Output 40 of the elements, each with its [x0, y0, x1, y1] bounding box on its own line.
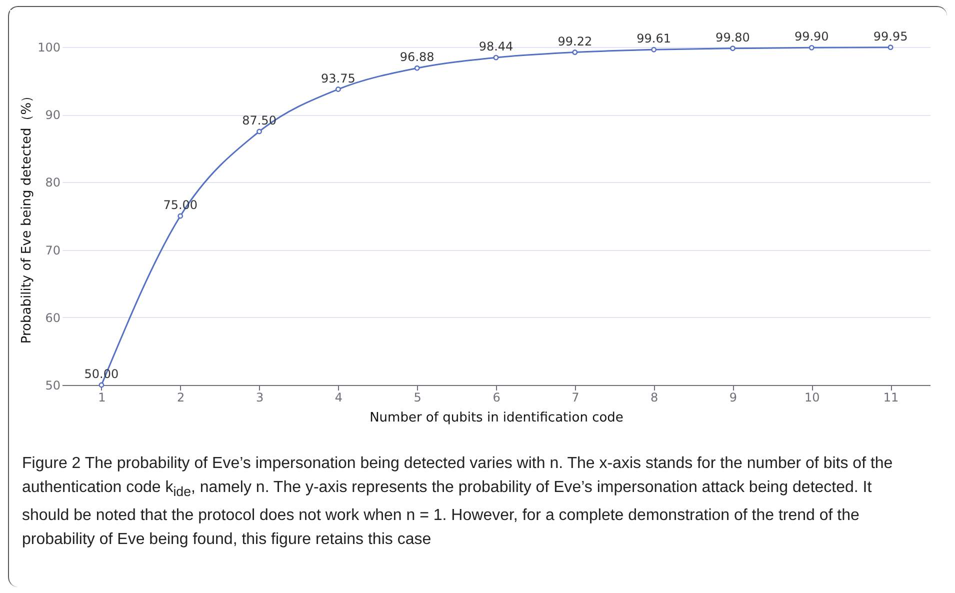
y-tick-label: 50 — [45, 378, 60, 392]
data-label: 99.22 — [558, 34, 592, 48]
x-tick-label: 4 — [334, 390, 342, 404]
x-tick-label: 1 — [98, 390, 106, 404]
data-label: 98.44 — [478, 40, 514, 54]
data-label: 99.95 — [873, 29, 908, 44]
point — [808, 44, 814, 50]
data-label: 99.90 — [794, 30, 829, 44]
y-tick-label: 60 — [45, 310, 60, 325]
x-tick-label: 3 — [256, 390, 264, 404]
x-tick-label: 9 — [729, 390, 738, 404]
data-label: 93.75 — [321, 71, 356, 86]
x-tick-label: 11 — [883, 390, 899, 404]
data-label: 99.80 — [716, 30, 750, 44]
y-tick-label: 70 — [45, 243, 60, 258]
y-tick-label: 100 — [38, 40, 60, 54]
y-tick-label: 90 — [45, 108, 60, 122]
x-tick-label: 7 — [572, 390, 580, 404]
caption: Figure 2 The probability of Eve’s impersonation being detected varies with n. The x-axis stands for the number of bits of the authentication code k$_{ide}$, namely n. The y-axis represents the probability of Eve’s impersonation attack being detected. It should be noted that the protocol does not work when n = 1. However, for a complete demonstration of the trend of the probability of Eve being found, this figure retains this case — [22, 454, 894, 550]
x-axis-title: Number of qubits in identification code — [370, 410, 624, 426]
x-tick-label: 10 — [804, 390, 820, 404]
point — [888, 44, 894, 50]
point — [178, 213, 184, 219]
point — [493, 54, 499, 60]
point — [98, 382, 104, 388]
y-axis-title: Probability of Eve being detected（%） — [20, 89, 35, 344]
point — [414, 65, 420, 71]
point — [572, 50, 578, 55]
x-tick-label: 5 — [414, 390, 422, 404]
point — [651, 46, 657, 52]
data-label: 99.61 — [636, 32, 671, 46]
y-tick-label: 80 — [45, 176, 60, 190]
data-label: 87.50 — [242, 114, 276, 128]
x-tick-label: 6 — [492, 390, 500, 404]
x-tick-label: 2 — [177, 390, 185, 404]
data-label: 96.88 — [400, 50, 434, 64]
point — [730, 46, 736, 52]
x-tick-label: 8 — [650, 390, 658, 404]
point — [256, 128, 262, 134]
point — [335, 86, 341, 92]
